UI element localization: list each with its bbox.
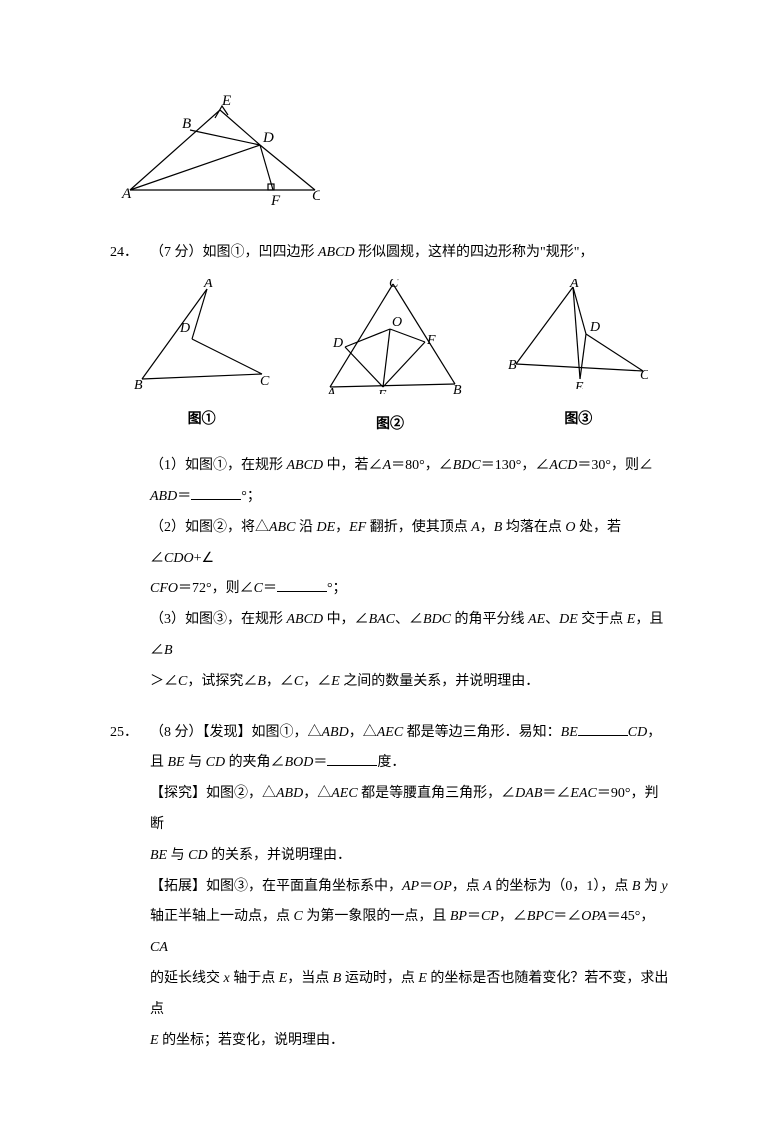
figure-24-2-label: 图② [315,410,465,441]
svg-text:A: A [326,386,336,394]
svg-text:D: D [589,320,600,335]
problem-24-part3: （3）如图③，在规形 ABCD 中，∠BAC、∠BDC 的角平分线 AE、DE … [150,605,670,667]
problem-25-explore-line2: BE 与 CD 的关系，并说明理由． [150,841,670,872]
svg-text:B: B [134,378,143,389]
svg-text:D: D [262,130,274,146]
figure-top: A B C D E F [120,90,670,218]
figure-24-3-label: 图③ [508,405,648,436]
svg-text:E: E [377,388,387,394]
problem-25-extend-line3: 的延长线交 x 轴于点 E，当点 B 运动时，点 E 的坐标是否也随着变化？若不… [150,964,670,1026]
blank-2 [277,578,327,592]
problem-25-extend: 【拓展】如图③，在平面直角坐标系中，AP＝OP，点 A 的坐标为（0，1），点 … [150,872,670,903]
svg-text:A: A [569,279,579,291]
svg-text:D: D [179,321,190,336]
problem-24-body: （1）如图①，在规形 ABCD 中，若∠A＝80°，∠BDC＝130°，∠ACD… [150,451,670,697]
problem-25-header: 25． （8 分）【发现】如图①，△ABD，△AEC 都是等边三角形．易知：BE… [110,718,670,749]
triangle-figure-top: A B C D E F [120,90,320,205]
problem-25-body: 且 BE 与 CD 的夹角∠BOD＝度． 【探究】如图②，△ABD，△AEC 都… [150,748,670,1056]
svg-text:C: C [260,374,270,389]
problem-25-extend-line4: E 的坐标；若变化，说明理由． [150,1026,670,1057]
problem-24-part1: （1）如图①，在规形 ABCD 中，若∠A＝80°，∠BDC＝130°，∠ACD… [150,451,670,482]
svg-text:E: E [221,93,231,109]
problem-25-number: 25． [110,718,150,749]
svg-text:B: B [182,116,191,132]
problem-25-extend-line2: 轴正半轴上一动点，点 C 为第一象限的一点，且 BP＝CP，∠BPC＝∠OPA＝… [150,902,670,964]
figure-24-3: A B C D E 图③ [508,279,648,442]
svg-text:A: A [203,279,213,291]
problem-24-part2-line2: CFO＝72°，则∠C＝°； [150,574,670,605]
svg-text:C: C [312,188,320,204]
svg-text:E: E [574,380,584,389]
problem-25-explore: 【探究】如图②，△ABD，△AEC 都是等腰直角三角形，∠DAB＝∠EAC＝90… [150,779,670,841]
problem-24-figures: A B C D 图① [110,279,670,442]
problem-24-intro: （7 分）如图①，凹四边形 ABCD 形似圆规，这样的四边形称为"规形"， [150,238,594,269]
problem-24-number: 24． [110,238,150,269]
problem-24: 24． （7 分）如图①，凹四边形 ABCD 形似圆规，这样的四边形称为"规形"… [110,238,670,698]
svg-text:O: O [392,315,402,330]
svg-text:C: C [640,368,648,383]
figure-24-2: A B C D E F O 图② [315,279,465,442]
figure-24-1-label: 图① [132,405,272,436]
svg-text:F: F [270,193,281,205]
svg-text:D: D [332,336,343,351]
svg-text:F: F [426,333,436,348]
svg-text:B: B [508,358,517,373]
blank-4 [327,752,377,766]
svg-text:C: C [389,279,399,291]
svg-text:A: A [121,186,132,202]
problem-25-line2: 且 BE 与 CD 的夹角∠BOD＝度． [150,748,670,779]
problem-25: 25． （8 分）【发现】如图①，△ABD，△AEC 都是等边三角形．易知：BE… [110,718,670,1057]
problem-24-part1-line2: ABD＝°； [150,482,670,513]
blank-3 [578,722,628,736]
problem-25-intro: （8 分）【发现】如图①，△ABD，△AEC 都是等边三角形．易知：BECD， [150,718,661,749]
problem-24-part2: （2）如图②，将△ABC 沿 DE，EF 翻折，使其顶点 A，B 均落在点 O … [150,513,670,575]
problem-24-header: 24． （7 分）如图①，凹四边形 ABCD 形似圆规，这样的四边形称为"规形"… [110,238,670,269]
figure-24-1: A B C D 图① [132,279,272,442]
problem-24-part3-line2: ＞∠C，试探究∠B，∠C，∠E 之间的数量关系，并说明理由． [150,667,670,698]
svg-text:B: B [453,383,462,394]
blank-1 [191,486,241,500]
